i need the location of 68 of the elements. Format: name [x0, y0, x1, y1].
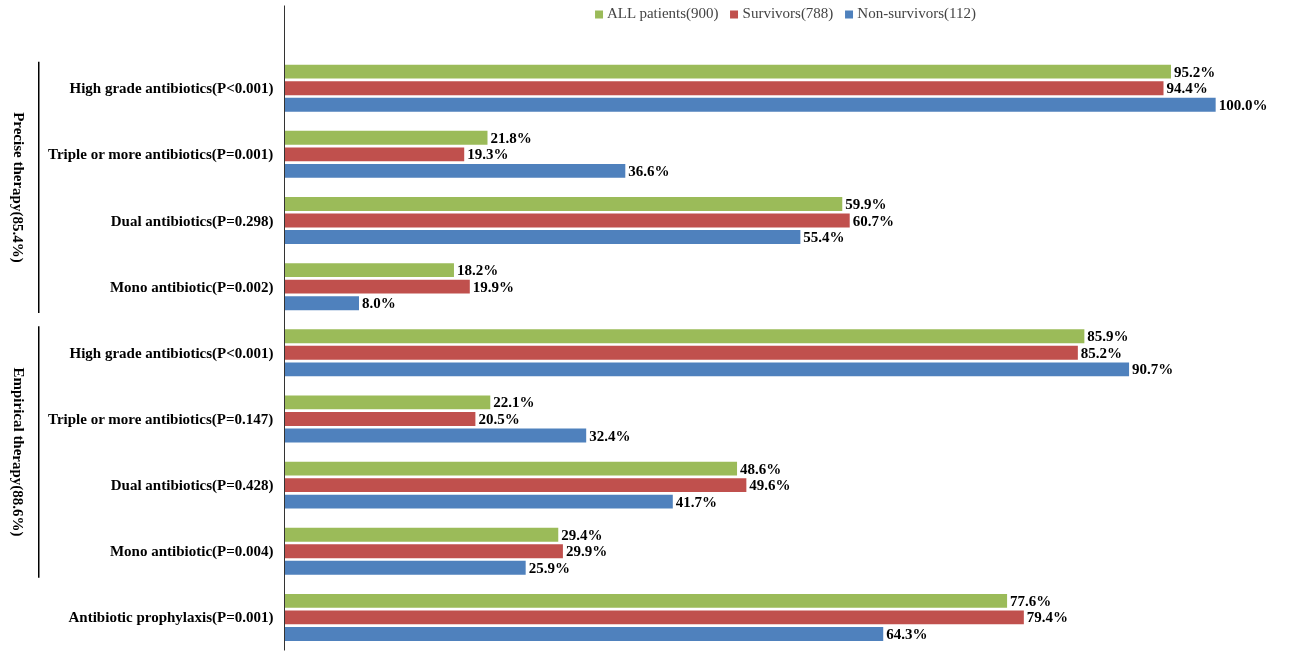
bar — [284, 130, 488, 145]
data-label: 85.9% — [1087, 328, 1129, 345]
bar — [284, 329, 1085, 344]
data-label: 36.6% — [628, 162, 670, 179]
bar — [284, 627, 884, 641]
data-label: 64.3% — [886, 625, 928, 642]
data-label: 79.4% — [1026, 609, 1069, 626]
data-label: 29.4% — [561, 526, 603, 543]
bar — [284, 81, 1164, 96]
bar — [284, 345, 1078, 360]
text: Empirical therapy(88.6%) — [9, 367, 27, 537]
text: Precise therapy(85.4%) — [9, 112, 27, 263]
data-label: 20.5% — [478, 410, 520, 427]
y-tick-label: High grade antibiotics(P<0.001) — [69, 344, 274, 362]
bar — [284, 412, 476, 426]
data-label: 59.9% — [845, 195, 887, 212]
bar — [284, 197, 843, 211]
data-label: 22.1% — [493, 394, 535, 411]
y-tick-label: Dual antibiotics(P=0.298) — [110, 212, 274, 230]
data-label: 95.2% — [1173, 63, 1216, 80]
bar — [284, 610, 1024, 625]
data-label: 55.4% — [803, 229, 845, 246]
data-label: 100.0% — [1218, 96, 1268, 113]
data-label: 41.7% — [675, 493, 718, 510]
bar — [284, 395, 491, 410]
data-label: 21.8% — [490, 129, 532, 146]
bar — [284, 296, 359, 311]
bar — [284, 213, 850, 228]
data-label: 32.4% — [589, 427, 631, 444]
y-tick-label: High grade antibiotics(P<0.001) — [69, 80, 274, 98]
y-tick-label: Triple or more antibiotics(P=0.001) — [48, 146, 274, 164]
bar — [284, 494, 673, 509]
bar — [284, 163, 626, 178]
y-tick-label: Mono antibiotic(P=0.004) — [109, 543, 274, 561]
legend-label: ALL patients(900) — [607, 5, 719, 22]
legend-label: Survivors(788) — [742, 5, 834, 22]
data-label: 60.7% — [852, 212, 894, 229]
data-label: 49.6% — [749, 477, 791, 494]
data-label: 94.4% — [1166, 80, 1208, 97]
bar — [284, 461, 738, 476]
data-label: 18.2% — [456, 262, 499, 279]
bar — [284, 362, 1130, 377]
bar — [284, 230, 801, 244]
bar — [284, 147, 465, 162]
y-tick-label: Mono antibiotic(P=0.002) — [109, 278, 274, 296]
bar — [284, 97, 1216, 112]
bar — [284, 279, 470, 294]
bar — [284, 478, 747, 493]
bar — [284, 560, 526, 575]
bar — [284, 593, 1008, 608]
legend-label: Non-survivors(112) — [857, 5, 976, 22]
bar — [284, 527, 559, 542]
data-label: 85.2% — [1080, 344, 1123, 361]
bar — [284, 428, 587, 443]
data-label: 8.0% — [361, 295, 396, 312]
data-label: 19.9% — [472, 278, 515, 295]
bar — [284, 263, 454, 278]
bar — [284, 544, 563, 559]
data-label: 48.6% — [740, 460, 782, 477]
data-label: 29.9% — [565, 543, 608, 560]
y-tick-label: Triple or more antibiotics(P=0.147) — [48, 410, 274, 428]
data-label: 77.6% — [1010, 592, 1052, 609]
y-tick-label: Dual antibiotics(P=0.428) — [110, 477, 274, 495]
data-label: 19.3% — [467, 146, 509, 163]
y-tick-label: Antibiotic prophylaxis(P=0.001) — [68, 609, 274, 627]
data-label: 25.9% — [528, 559, 570, 576]
data-label: 90.7% — [1132, 361, 1174, 378]
bar — [284, 64, 1171, 79]
